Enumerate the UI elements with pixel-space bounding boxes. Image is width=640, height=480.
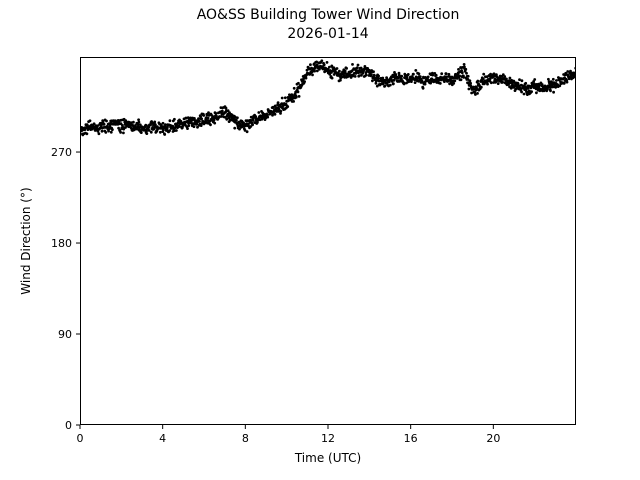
chart-title: AO&SS Building Tower Wind Direction	[196, 7, 460, 23]
svg-text:8: 8	[242, 432, 249, 445]
svg-text:270: 270	[51, 146, 72, 159]
x-axis-label: Time (UTC)	[294, 451, 362, 465]
y-axis-label: Wind Direction (°)	[19, 187, 33, 295]
svg-text:12: 12	[321, 432, 335, 445]
svg-text:90: 90	[58, 328, 72, 341]
chart-title-block: AO&SS Building Tower Wind Direction 2026…	[80, 6, 576, 44]
svg-text:20: 20	[486, 432, 500, 445]
svg-text:0: 0	[77, 432, 84, 445]
svg-text:4: 4	[159, 432, 166, 445]
chart-subtitle: 2026-01-14	[287, 26, 369, 42]
svg-text:180: 180	[51, 237, 72, 250]
svg-text:16: 16	[404, 432, 418, 445]
svg-text:0: 0	[65, 419, 72, 432]
